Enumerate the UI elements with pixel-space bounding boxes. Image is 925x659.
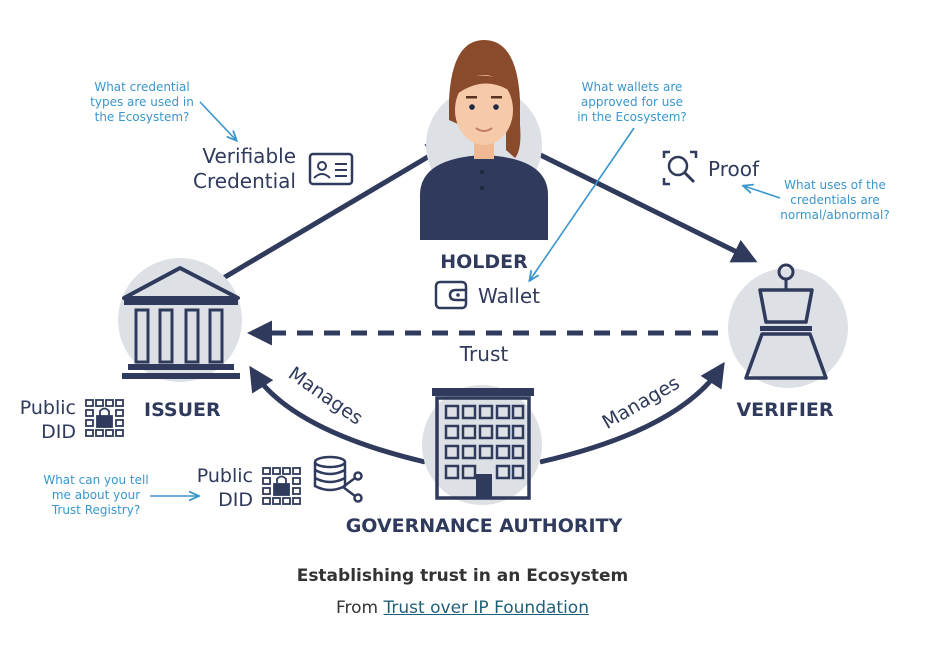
question-uses-pointer	[744, 186, 781, 199]
magnifier-proof-icon	[662, 150, 698, 186]
svg-text:credentials are: credentials are	[790, 193, 879, 207]
svg-text:me about your: me about your	[52, 488, 140, 502]
issuer-label: ISSUER	[144, 399, 221, 421]
manages-issuer-arrow	[249, 365, 426, 465]
question-credential-types: What credential types are used in the Ec…	[90, 80, 194, 124]
manages-left-label: Manages	[284, 363, 367, 430]
verifiable-credential-label-line2: Credential	[193, 169, 296, 193]
trust-label: Trust	[459, 342, 509, 366]
svg-text:normal/abnormal?: normal/abnormal?	[780, 208, 889, 222]
verifiable-credential-label: Verifiable	[202, 144, 296, 168]
svg-text:the Ecosystem?: the Ecosystem?	[95, 110, 190, 124]
manages-verifier-arrow	[539, 361, 725, 465]
caption-from-prefix: From	[336, 598, 379, 618]
question-registry: What can you tell me about your Trust Re…	[43, 473, 148, 517]
svg-text:What credential: What credential	[94, 80, 189, 94]
holder-to-verifier-arrow	[508, 137, 758, 263]
verifier-scale-icon	[728, 263, 848, 388]
issuer-did-lock-icon	[85, 399, 124, 437]
question-wallets: What wallets are approved for use in the…	[577, 80, 687, 124]
manages-right-label: Manages	[599, 372, 684, 434]
governance-did-lock-icon	[262, 467, 301, 505]
holder-hair	[449, 40, 521, 158]
question-wallets-pointer	[530, 127, 635, 280]
svg-text:in the Ecosystem?: in the Ecosystem?	[577, 110, 687, 124]
question-uses: What uses of the credentials are normal/…	[780, 178, 889, 222]
trust-over-ip-link[interactable]: Trust over IP Foundation	[383, 598, 589, 618]
governance-authority-label: GOVERNANCE AUTHORITY	[346, 515, 623, 537]
figure-caption-source: From Trust over IP Foundation	[0, 598, 925, 618]
svg-text:What can you tell: What can you tell	[43, 473, 148, 487]
proof-label: Proof	[708, 157, 760, 181]
holder-figure	[420, 40, 548, 240]
relationship-arrows	[218, 137, 758, 465]
verifier-label: VERIFIER	[736, 399, 833, 421]
issuer-to-holder-arrow	[218, 142, 453, 283]
svg-text:Trust Registry?: Trust Registry?	[51, 503, 140, 517]
figure-caption-title: Establishing trust in an Ecosystem	[296, 566, 629, 586]
governance-public-did-label-line2: DID	[218, 489, 253, 511]
database-share-icon	[313, 455, 363, 503]
governance-building-icon	[422, 385, 542, 505]
wallet-icon	[434, 280, 468, 310]
issuer-public-did-label: Public	[20, 397, 76, 419]
svg-text:types are used in: types are used in	[90, 95, 194, 109]
question-credential-types-pointer	[199, 101, 236, 140]
svg-text:approved for use: approved for use	[581, 95, 683, 109]
svg-text:What uses of the: What uses of the	[784, 178, 886, 192]
wallet-label: Wallet	[478, 284, 540, 308]
svg-text:What wallets are: What wallets are	[582, 80, 683, 94]
issuer-public-did-label-line2: DID	[41, 421, 76, 443]
issuer-bank-icon	[118, 258, 242, 382]
holder-face	[455, 75, 513, 145]
holder-label: HOLDER	[440, 251, 528, 273]
governance-public-did-label: Public	[197, 465, 253, 487]
id-card-icon	[308, 152, 354, 186]
holder-body	[420, 155, 548, 240]
